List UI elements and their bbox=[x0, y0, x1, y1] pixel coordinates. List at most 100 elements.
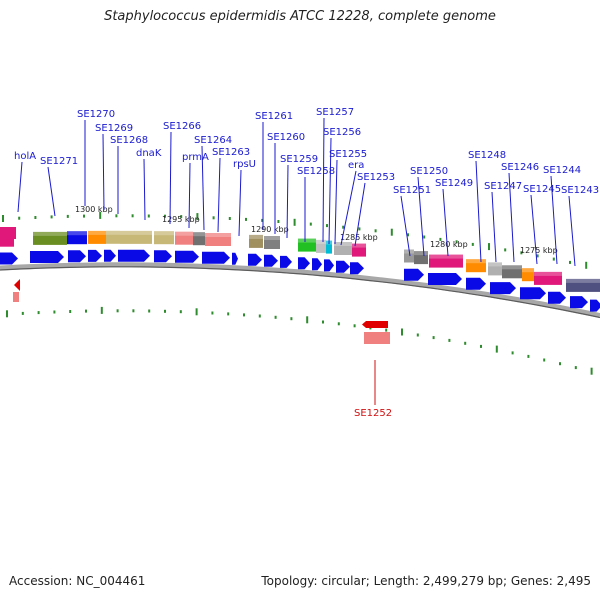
category-box-highlight bbox=[175, 231, 193, 236]
outer-scale-tick bbox=[21, 311, 24, 315]
gene-label-leader bbox=[417, 176, 425, 257]
category-box-highlight bbox=[193, 232, 205, 237]
scale-tick bbox=[34, 216, 37, 219]
scale-label: 1290 kbp bbox=[251, 225, 289, 234]
scale-tick bbox=[407, 233, 409, 237]
forward-gene-arrow bbox=[248, 253, 262, 266]
outer-scale-tick bbox=[53, 310, 56, 314]
scale-tick bbox=[115, 214, 118, 218]
gene-label-se1246: SE1246 bbox=[501, 162, 539, 173]
outer-scale-tick bbox=[448, 338, 451, 342]
category-box-highlight bbox=[33, 231, 67, 236]
forward-gene-arrow bbox=[175, 250, 199, 263]
outer-scale-tick bbox=[290, 317, 293, 321]
scale-tick bbox=[374, 229, 377, 233]
outer-scale-tick bbox=[6, 310, 8, 318]
scale-tick bbox=[552, 257, 555, 261]
category-box-highlight bbox=[429, 254, 463, 259]
forward-gene-arrow bbox=[428, 273, 462, 285]
gene-label-leader bbox=[491, 191, 497, 263]
scale-tick bbox=[131, 214, 134, 218]
gene-label-leader bbox=[442, 188, 449, 257]
category-box-highlight bbox=[502, 265, 522, 270]
category-box bbox=[488, 262, 502, 276]
forward-gene-arrow bbox=[298, 257, 310, 270]
scale-tick bbox=[536, 254, 539, 258]
gene-label-se1268: SE1268 bbox=[110, 135, 148, 146]
scale-tick bbox=[164, 214, 166, 218]
category-box-highlight bbox=[249, 234, 263, 239]
gene-label-se1261: SE1261 bbox=[255, 111, 293, 122]
outer-scale-tick bbox=[164, 309, 166, 313]
gene-label-se1259: SE1259 bbox=[280, 154, 318, 165]
gene-label-leader bbox=[568, 195, 576, 267]
gene-label-se1266: SE1266 bbox=[163, 121, 201, 132]
scale-tick bbox=[212, 216, 215, 220]
gene-label-era: era bbox=[348, 160, 364, 171]
gene-label-leader bbox=[143, 158, 146, 221]
scale-tick bbox=[309, 222, 312, 226]
outer-scale-tick bbox=[179, 310, 182, 314]
gene-label-se1247: SE1247 bbox=[484, 181, 522, 192]
forward-gene-arrow bbox=[30, 251, 64, 263]
outer-scale-tick bbox=[543, 358, 546, 362]
gene-label-se1243: SE1243 bbox=[561, 185, 599, 196]
outer-scale-tick bbox=[116, 309, 119, 313]
gene-label-se1251: SE1251 bbox=[393, 185, 431, 196]
forward-gene-arrow bbox=[280, 255, 292, 268]
scale-tick bbox=[99, 211, 102, 219]
forward-gene-arrow bbox=[264, 254, 278, 267]
category-box-highlight bbox=[120, 230, 152, 235]
forward-gene-arrow bbox=[490, 282, 516, 295]
scale-tick bbox=[83, 214, 85, 218]
scale-tick bbox=[50, 215, 53, 219]
category-box bbox=[154, 231, 174, 245]
forward-gene-arrow bbox=[68, 250, 86, 263]
forward-gene-arrow bbox=[466, 277, 486, 290]
category-box-highlight bbox=[414, 251, 428, 256]
category-box bbox=[429, 254, 463, 268]
forward-gene-arrow bbox=[570, 296, 588, 309]
gene-label-leader bbox=[169, 131, 172, 225]
gene-label-se1271: SE1271 bbox=[40, 156, 78, 167]
category-box bbox=[502, 265, 522, 279]
gene-label-se1269: SE1269 bbox=[95, 123, 133, 134]
category-box bbox=[193, 232, 205, 246]
category-box-highlight bbox=[67, 231, 87, 236]
forward-gene-arrow bbox=[350, 262, 364, 275]
gene-label-leader bbox=[530, 194, 538, 265]
scale-tick bbox=[228, 217, 231, 220]
gene-label-se1260: SE1260 bbox=[267, 132, 305, 143]
outer-scale-tick bbox=[100, 306, 103, 314]
gene-label-leader bbox=[17, 161, 23, 213]
gene-label-se1244: SE1244 bbox=[543, 165, 581, 176]
outer-scale-tick bbox=[574, 366, 577, 370]
forward-gene-arrow bbox=[324, 259, 334, 272]
scale-tick bbox=[504, 248, 507, 252]
gene-label-leader bbox=[322, 117, 325, 243]
reverse-gene-arrow-left bbox=[14, 279, 20, 291]
scale-tick bbox=[261, 218, 264, 222]
category-box bbox=[466, 259, 486, 273]
outer-scale-tick bbox=[401, 328, 403, 336]
category-box bbox=[249, 234, 263, 248]
gene-label-leader bbox=[340, 170, 357, 246]
outer-scale-tick bbox=[464, 341, 467, 345]
category-box bbox=[404, 249, 414, 263]
outer-scale-tick bbox=[227, 312, 230, 316]
category-box bbox=[67, 231, 87, 245]
scale-tick bbox=[358, 227, 361, 231]
category-box-highlight bbox=[298, 238, 316, 243]
gene-label-se1257: SE1257 bbox=[316, 107, 354, 118]
scale-tick bbox=[196, 213, 199, 221]
gene-label-leader bbox=[102, 133, 105, 211]
category-box bbox=[106, 230, 120, 244]
outer-scale-tick bbox=[480, 344, 482, 348]
gene-label-leader bbox=[550, 175, 558, 265]
forward-gene-arrow bbox=[232, 252, 238, 265]
scale-tick bbox=[245, 217, 247, 221]
gene-label-leader bbox=[286, 164, 289, 239]
gene-label-leader bbox=[475, 160, 482, 263]
category-box bbox=[88, 230, 106, 244]
